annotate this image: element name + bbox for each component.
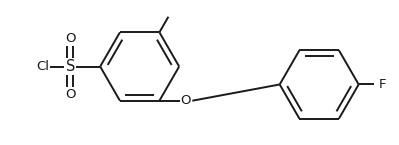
Text: O: O — [65, 32, 75, 45]
Text: O: O — [180, 94, 191, 107]
Text: O: O — [65, 88, 75, 101]
Text: Cl: Cl — [36, 60, 49, 73]
Text: S: S — [65, 59, 75, 74]
Text: F: F — [379, 78, 387, 91]
